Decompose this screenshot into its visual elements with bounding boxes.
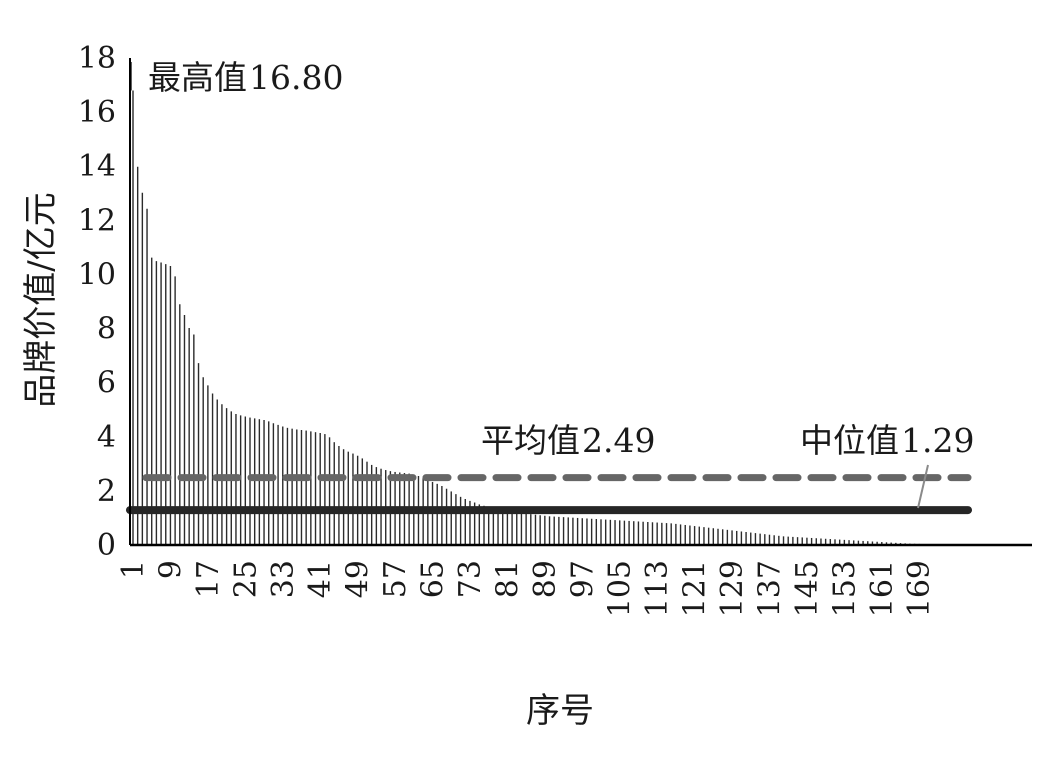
y-tick-label: 6 [97, 366, 116, 401]
x-tick-label: 73 [453, 560, 488, 598]
median-annotation-value: 1.29 [901, 421, 974, 460]
y-tick-label: 4 [97, 420, 116, 455]
x-tick-label: 9 [153, 560, 188, 579]
axes [129, 58, 1032, 547]
x-tick-label: 97 [565, 560, 600, 598]
x-tick-label: 169 [902, 560, 937, 617]
x-tick-label: 33 [266, 560, 301, 598]
mean-annotation-label: 平均值 [481, 421, 580, 460]
max-annotation-label: 最高值 [148, 58, 247, 97]
y-tick-label: 0 [97, 528, 116, 563]
max-annotation: 最高值16.80 [148, 58, 343, 97]
x-tick-label: 145 [790, 560, 825, 617]
y-tick-label: 16 [78, 95, 116, 130]
x-tick-label: 113 [640, 560, 675, 617]
x-tick-label: 105 [603, 560, 638, 617]
median-annotation: 中位值1.29 [800, 421, 974, 460]
max-annotation-value: 16.80 [249, 58, 343, 97]
mean-annotation: 平均值2.49 [481, 421, 655, 460]
x-tick-label: 81 [490, 560, 525, 598]
y-tick-label: 14 [78, 149, 116, 184]
x-tick-label: 153 [827, 560, 862, 617]
y-axis-title: 品牌价值/亿元 [21, 192, 61, 407]
x-tick-label: 49 [341, 560, 376, 598]
y-tick-label: 10 [78, 257, 116, 292]
x-tick-label: 65 [416, 560, 451, 598]
x-tick-label: 57 [378, 560, 413, 598]
x-tick-label: 161 [865, 560, 900, 617]
mean-annotation-value: 2.49 [582, 421, 655, 460]
x-axis-title: 序号 [526, 691, 594, 731]
x-tick-label: 89 [528, 560, 563, 598]
x-tick-label: 25 [228, 560, 263, 598]
x-tick-label: 129 [715, 560, 750, 617]
y-tick-label: 8 [97, 312, 116, 347]
y-tick-label: 2 [97, 474, 116, 509]
y-tick-labels: 0 2 4 6 8 10 12 14 16 18 [78, 41, 116, 563]
median-leader-line [917, 464, 929, 509]
y-tick-label: 18 [78, 41, 116, 76]
x-tick-label: 1 [116, 560, 151, 579]
x-tick-label: 121 [678, 560, 713, 617]
x-tick-label: 41 [303, 560, 338, 598]
x-tick-label: 17 [191, 560, 226, 598]
x-tick-labels: 1 9 17 25 33 41 49 57 65 73 81 89 97 105 113 121 129 137 1… [116, 560, 937, 617]
y-tick-label: 12 [78, 203, 116, 238]
x-tick-label: 137 [752, 560, 787, 617]
median-annotation-label: 中位值 [800, 421, 899, 460]
